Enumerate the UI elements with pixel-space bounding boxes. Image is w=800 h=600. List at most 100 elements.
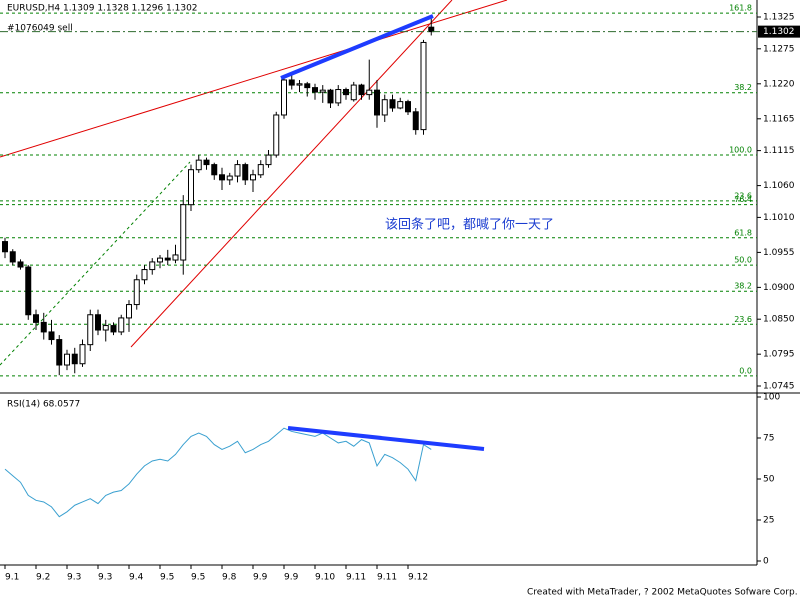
candle-body: [157, 257, 163, 263]
candle-body: [56, 339, 63, 366]
candle-body: [304, 83, 311, 89]
candle-body: [149, 261, 156, 271]
candle-body: [358, 84, 365, 96]
candle-body: [211, 164, 218, 176]
candle-body: [126, 304, 132, 319]
candle-body: [48, 331, 55, 341]
candle-body: [242, 164, 249, 181]
candle-body: [397, 101, 404, 109]
x-tick-label: 9.1: [5, 573, 19, 583]
rsi-title: RSI(14) 68.0577: [7, 400, 80, 410]
candle-body: [102, 325, 109, 331]
candle-body: [350, 84, 357, 101]
y-tick-label: 1.1220: [763, 79, 795, 89]
candle-body: [40, 321, 47, 333]
chart-title: EURUSD,H4 1.1309 1.1328 1.1296 1.1302: [7, 4, 198, 14]
fib-label: 76.4: [734, 195, 752, 204]
y-tick-label: 100: [763, 393, 780, 403]
y-tick-label: 1.1060: [763, 181, 795, 191]
footer: Created with MetaTrader, ? 2002 MetaQuot…: [527, 588, 798, 598]
candle-body: [219, 174, 225, 181]
y-tick-label: 1.0745: [763, 382, 795, 392]
y-tick-label: 1.0850: [763, 315, 795, 325]
fib-label: 100.0: [729, 146, 752, 155]
candle-body: [265, 154, 272, 166]
candle-body: [281, 79, 287, 116]
candle-body: [203, 159, 210, 166]
trend-line: [0, 0, 508, 158]
x-tick-label: 9.8: [222, 573, 237, 583]
candle-body: [420, 41, 427, 131]
y-tick-label: 1.0795: [763, 350, 795, 360]
y-tick-label: 1.1010: [763, 213, 795, 223]
fib-label: 23.6: [734, 315, 752, 324]
candle-body: [428, 26, 435, 33]
x-tick-label: 9.3: [98, 573, 112, 583]
candle-body: [2, 241, 8, 253]
trend-line-blue: [280, 14, 434, 80]
x-tick-label: 9.11: [346, 573, 366, 583]
x-tick-label: 9.3: [67, 573, 81, 583]
fib-label: 23.6: [734, 191, 752, 200]
candle-body: [312, 87, 318, 93]
candle-body: [366, 89, 373, 96]
x-tick-label: 9.2: [36, 573, 50, 583]
y-tick-label: 25: [763, 516, 774, 526]
annotation: 该回条了吧，都喊了你一天了: [385, 217, 554, 233]
candle-body: [226, 175, 233, 181]
candle-body: [133, 279, 140, 306]
candle-body: [71, 353, 78, 365]
candle-body: [64, 353, 70, 366]
fib-label: 38.2: [734, 282, 752, 291]
candle-body: [343, 89, 349, 96]
candle-body: [374, 89, 380, 116]
candle-body: [389, 99, 396, 109]
candle-body: [335, 89, 342, 104]
candle-body: [141, 269, 148, 281]
candle-body: [405, 101, 411, 113]
candle-body: [288, 79, 295, 86]
candle-body: [110, 325, 117, 333]
y-tick-label: 50: [763, 475, 775, 485]
trend-line-blue: [287, 426, 485, 451]
candle-body: [87, 314, 94, 346]
candle-body: [118, 317, 125, 333]
fib-label: 50.0: [734, 256, 752, 265]
candle-body: [412, 111, 419, 131]
candle-body: [327, 89, 334, 104]
candle-body: [381, 99, 388, 116]
candle-body: [273, 114, 280, 156]
y-tick-label: 1.0955: [763, 248, 795, 258]
candle-body: [164, 257, 171, 261]
candle-body: [25, 266, 32, 316]
fib-label: 0.0: [739, 366, 752, 375]
y-tick-label: 1.1115: [763, 146, 795, 156]
y-tick-label: 1.1325: [763, 13, 795, 23]
y-tick-label: 75: [763, 434, 774, 444]
candle-body: [188, 169, 194, 206]
fib-label: 161.8: [729, 4, 752, 13]
x-tick-label: 9.5: [160, 573, 174, 583]
trend-line: [130, 0, 453, 348]
candle-body: [172, 254, 179, 261]
x-tick-label: 9.9: [284, 573, 299, 583]
candle-body: [257, 164, 264, 176]
candle-body: [319, 89, 326, 93]
fib-trend-line: [0, 161, 191, 366]
price-marker: [758, 25, 800, 38]
y-tick-label: 1.1275: [763, 44, 795, 54]
candle-body: [79, 344, 86, 365]
order-label: #1076049 sell: [7, 24, 73, 34]
y-tick-label: 1.1165: [763, 114, 795, 124]
candle-body: [296, 83, 303, 86]
candle-body: [250, 174, 256, 181]
y-tick-label: 1.0900: [763, 283, 795, 293]
candle-body: [180, 204, 187, 261]
candle-body: [234, 164, 241, 177]
x-tick-label: 9.4: [129, 573, 144, 583]
rsi-line: [4, 427, 432, 518]
x-tick-label: 9.10: [315, 573, 335, 583]
fib-label: 61.8: [734, 228, 752, 237]
